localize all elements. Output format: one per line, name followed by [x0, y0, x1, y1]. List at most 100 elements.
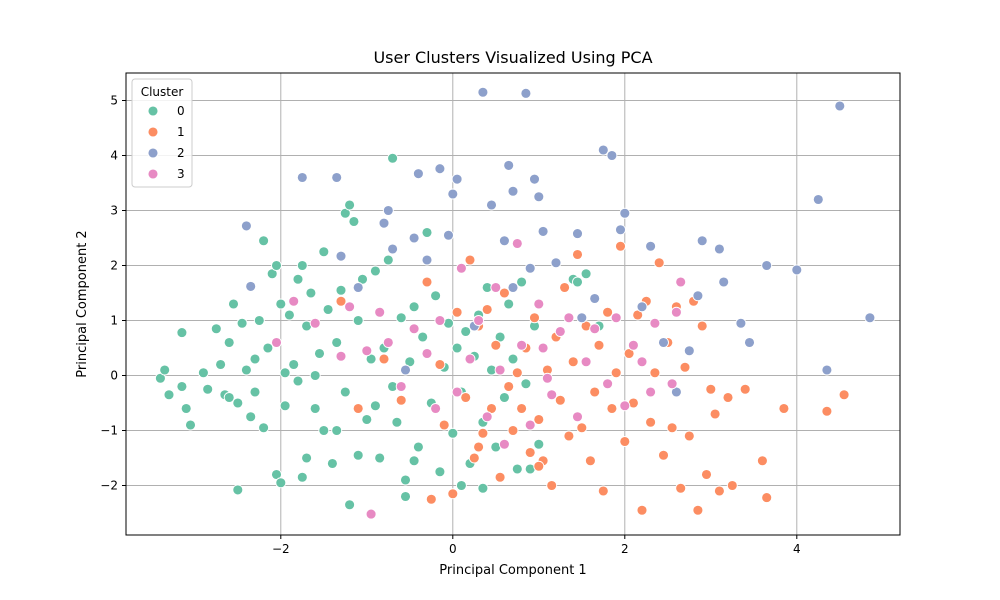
- data-point: [567, 356, 579, 368]
- data-point: [821, 364, 833, 376]
- data-point: [619, 400, 631, 412]
- data-point: [511, 463, 523, 475]
- data-point: [412, 441, 424, 453]
- data-point: [400, 474, 411, 486]
- data-point: [516, 339, 528, 351]
- data-point: [524, 447, 536, 458]
- data-point: [425, 493, 437, 505]
- data-point: [326, 458, 338, 469]
- data-point: [713, 485, 725, 497]
- data-point: [348, 216, 360, 227]
- data-point: [610, 312, 622, 324]
- data-point: [602, 306, 614, 318]
- data-point: [352, 282, 364, 293]
- legend-label: 1: [177, 125, 185, 139]
- data-point: [176, 327, 188, 339]
- legend-title: Cluster: [141, 85, 184, 99]
- data-point: [576, 312, 588, 324]
- data-point: [305, 287, 317, 299]
- data-point: [589, 386, 601, 398]
- data-point: [511, 367, 523, 379]
- data-point: [610, 367, 622, 379]
- data-point: [576, 422, 588, 434]
- data-point: [615, 240, 626, 252]
- data-point: [593, 339, 605, 351]
- data-point: [761, 260, 773, 271]
- data-point: [408, 455, 420, 467]
- data-point: [417, 331, 429, 343]
- data-point: [232, 397, 244, 409]
- data-point: [352, 315, 364, 326]
- data-point: [490, 339, 502, 351]
- data-point: [434, 315, 446, 326]
- x-tick-label: 2: [621, 542, 629, 556]
- data-point: [516, 276, 528, 288]
- data-point: [572, 228, 583, 240]
- data-point: [447, 188, 459, 200]
- data-point: [524, 262, 536, 274]
- data-point: [344, 499, 356, 511]
- data-point: [503, 298, 515, 310]
- data-point: [520, 87, 532, 99]
- x-tick-label: −2: [272, 542, 290, 556]
- y-tick-label: 1: [110, 314, 118, 328]
- data-point: [421, 348, 433, 359]
- data-point: [271, 260, 282, 271]
- data-point: [258, 422, 270, 434]
- data-point: [400, 491, 411, 502]
- data-point: [438, 419, 450, 431]
- data-point: [653, 257, 665, 269]
- data-point: [683, 345, 695, 357]
- data-point: [382, 254, 394, 266]
- data-point: [529, 173, 540, 185]
- data-point: [636, 504, 648, 516]
- data-point: [378, 353, 390, 365]
- data-point: [395, 312, 407, 324]
- data-point: [395, 381, 407, 392]
- data-point: [473, 315, 485, 326]
- y-tick-label: 3: [110, 204, 118, 218]
- data-point: [494, 471, 506, 483]
- data-point: [245, 411, 257, 423]
- data-point: [434, 163, 446, 175]
- data-point: [163, 389, 175, 401]
- data-point: [447, 427, 459, 439]
- data-point: [262, 342, 274, 354]
- data-point: [718, 276, 730, 288]
- data-point: [455, 262, 467, 274]
- data-point: [159, 364, 171, 376]
- data-point: [636, 356, 648, 368]
- data-point: [400, 364, 411, 376]
- data-point: [249, 386, 261, 398]
- data-point: [387, 243, 399, 255]
- data-point: [507, 353, 519, 365]
- data-point: [761, 492, 773, 504]
- data-point: [675, 276, 687, 288]
- data-point: [240, 364, 252, 376]
- data-point: [580, 268, 592, 280]
- data-point: [739, 383, 751, 395]
- legend-box: [131, 78, 193, 188]
- legend-marker: [147, 105, 159, 117]
- data-point: [434, 359, 446, 370]
- data-point: [563, 430, 575, 442]
- y-axis-label: Principal Component 2: [75, 230, 90, 377]
- legend-marker: [147, 126, 159, 138]
- data-point: [451, 173, 463, 185]
- data-point: [455, 480, 467, 491]
- data-point: [292, 375, 304, 387]
- data-point: [339, 386, 351, 398]
- data-point: [361, 345, 373, 357]
- data-point: [335, 295, 347, 307]
- data-point: [283, 309, 295, 321]
- y-tick-label: 2: [110, 259, 118, 273]
- data-point: [589, 323, 601, 335]
- data-point: [864, 312, 876, 324]
- data-point: [572, 276, 583, 288]
- data-point: [627, 339, 639, 351]
- y-tick-label: 5: [110, 94, 118, 108]
- data-point: [430, 290, 442, 302]
- data-point: [533, 298, 545, 310]
- data-point: [430, 403, 442, 414]
